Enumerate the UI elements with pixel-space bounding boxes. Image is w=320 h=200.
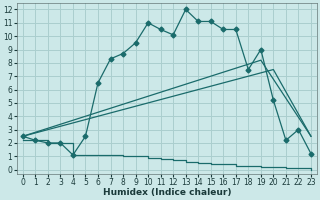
X-axis label: Humidex (Indice chaleur): Humidex (Indice chaleur): [103, 188, 231, 197]
